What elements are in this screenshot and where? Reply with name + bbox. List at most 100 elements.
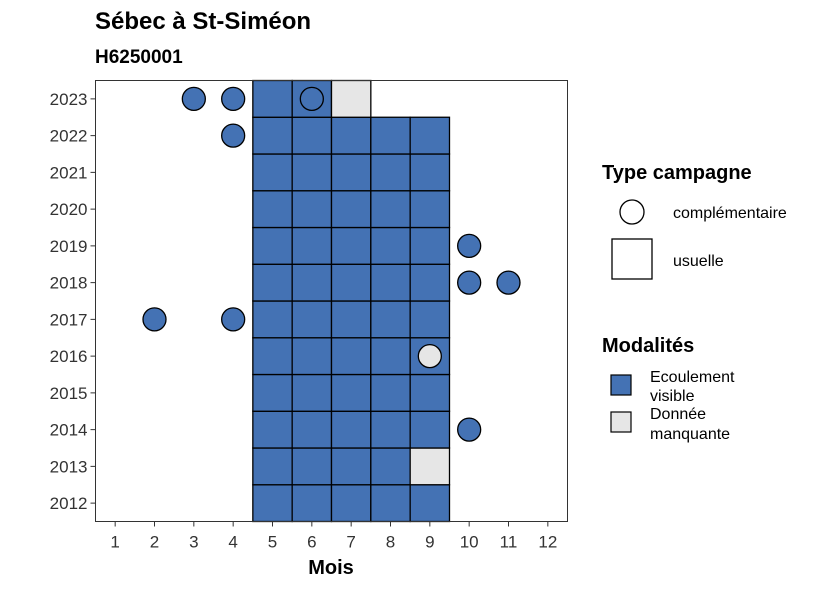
tile-usuelle xyxy=(332,375,371,412)
tile-usuelle xyxy=(410,375,449,412)
point-complementaire xyxy=(458,234,481,257)
legend-label-manquante-line2: manquante xyxy=(650,426,730,443)
tile-usuelle xyxy=(371,338,410,375)
tile-usuelle xyxy=(332,264,371,301)
legend-key-ecoulement-visible xyxy=(611,375,631,395)
tile-usuelle xyxy=(292,485,331,522)
legend-label-ecoulement-line1: Ecoulement xyxy=(650,369,735,386)
tile-usuelle xyxy=(410,264,449,301)
chart-subtitle: H6250001 xyxy=(95,47,183,68)
y-tick-label: 2016 xyxy=(50,347,88,366)
legend-key-complementaire xyxy=(620,200,644,224)
tile-usuelle xyxy=(371,301,410,338)
x-tick-label: 3 xyxy=(189,533,198,552)
legend-key-usuelle xyxy=(612,239,652,279)
y-tick-label: 2023 xyxy=(50,90,88,109)
y-tick-label: 2014 xyxy=(50,421,88,440)
tile-usuelle xyxy=(410,154,449,191)
x-axis-label: Mois xyxy=(308,557,354,579)
y-tick-label: 2015 xyxy=(50,384,88,403)
tile-usuelle xyxy=(253,228,292,265)
tile-usuelle xyxy=(371,264,410,301)
tile-usuelle xyxy=(332,411,371,448)
tile-usuelle xyxy=(292,301,331,338)
tile-usuelle xyxy=(332,301,371,338)
tile-usuelle xyxy=(253,375,292,412)
tile-usuelle xyxy=(292,191,331,228)
tile-usuelle xyxy=(410,448,449,485)
plot-area: 1 2 3 4 5 6 7 8 9 10 11 122012201320142015201620172… xyxy=(50,81,568,552)
x-tick-label: 7 xyxy=(346,533,355,552)
y-tick-label: 2019 xyxy=(50,237,88,256)
tile-usuelle xyxy=(332,81,371,118)
tile-usuelle xyxy=(253,485,292,522)
tile-usuelle xyxy=(371,154,410,191)
tile-usuelle xyxy=(410,191,449,228)
tile-usuelle xyxy=(292,448,331,485)
tile-usuelle xyxy=(332,154,371,191)
tile-usuelle xyxy=(410,117,449,154)
tile-usuelle xyxy=(371,411,410,448)
tile-usuelle xyxy=(371,117,410,154)
point-complementaire xyxy=(497,271,520,294)
x-tick-label: 5 xyxy=(268,533,277,552)
tile-usuelle xyxy=(332,338,371,375)
point-complementaire xyxy=(300,87,323,110)
x-tick-label: 9 xyxy=(425,533,434,552)
legend-title-modalites: Modalités xyxy=(602,335,694,357)
tile-usuelle xyxy=(292,264,331,301)
y-tick-label: 2017 xyxy=(50,310,88,329)
point-complementaire xyxy=(458,418,481,441)
x-tick-label: 12 xyxy=(538,533,557,552)
y-tick-label: 2018 xyxy=(50,274,88,293)
tile-usuelle xyxy=(371,191,410,228)
tile-usuelle xyxy=(292,228,331,265)
tile-usuelle xyxy=(292,411,331,448)
legend-title-type-campagne: Type campagne xyxy=(602,162,752,184)
tile-usuelle xyxy=(371,485,410,522)
tile-usuelle xyxy=(292,338,331,375)
tile-usuelle xyxy=(332,485,371,522)
tile-usuelle xyxy=(371,448,410,485)
point-complementaire xyxy=(143,308,166,331)
point-complementaire xyxy=(182,87,205,110)
x-tick-label: 1 xyxy=(110,533,119,552)
y-tick-label: 2021 xyxy=(50,163,88,182)
tile-usuelle xyxy=(332,191,371,228)
tile-usuelle xyxy=(410,485,449,522)
point-complementaire xyxy=(458,271,481,294)
y-tick-label: 2022 xyxy=(50,127,88,146)
point-complementaire xyxy=(418,345,441,368)
tile-usuelle xyxy=(253,338,292,375)
tile-usuelle xyxy=(253,191,292,228)
tile-usuelle xyxy=(410,301,449,338)
tile-usuelle xyxy=(292,154,331,191)
chart-title: Sébec à St-Siméon xyxy=(95,8,311,35)
legend: Type campagne complémentaire usuelle Mod… xyxy=(602,162,787,443)
tile-usuelle xyxy=(332,228,371,265)
legend-label-ecoulement-line2: visible xyxy=(650,388,695,405)
tile-usuelle xyxy=(332,448,371,485)
tile-usuelle xyxy=(371,228,410,265)
tile-usuelle xyxy=(410,228,449,265)
x-tick-label: 8 xyxy=(386,533,395,552)
x-tick-label: 11 xyxy=(500,533,518,552)
y-tick-label: 2012 xyxy=(50,494,88,513)
x-tick-label: 6 xyxy=(307,533,316,552)
tile-usuelle xyxy=(253,448,292,485)
tile-usuelle xyxy=(253,154,292,191)
tile-usuelle xyxy=(253,81,292,118)
y-tick-label: 2020 xyxy=(50,200,88,219)
x-tick-label: 2 xyxy=(150,533,159,552)
legend-label-manquante-line1: Donnée xyxy=(650,406,706,423)
tile-usuelle xyxy=(292,375,331,412)
tile-usuelle xyxy=(253,301,292,338)
tile-usuelle xyxy=(253,117,292,154)
legend-label-complementaire: complémentaire xyxy=(673,205,787,222)
y-tick-label: 2013 xyxy=(50,457,88,476)
tile-usuelle xyxy=(253,264,292,301)
x-tick-label: 10 xyxy=(460,533,479,552)
x-tick-label: 4 xyxy=(228,533,237,552)
legend-key-donnee-manquante xyxy=(611,412,631,432)
